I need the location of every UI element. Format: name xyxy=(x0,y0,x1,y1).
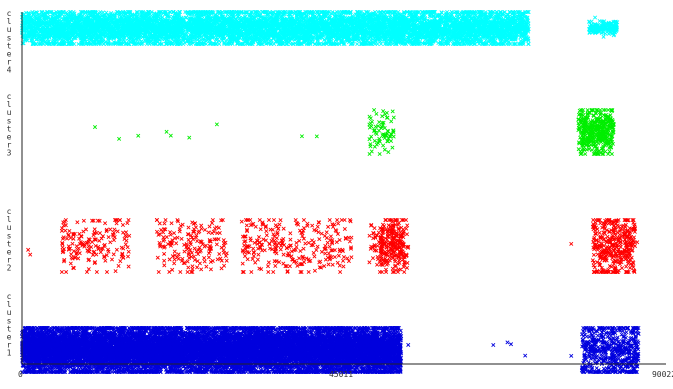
points-layer xyxy=(20,10,640,373)
data-point-cluster4 xyxy=(355,42,358,45)
